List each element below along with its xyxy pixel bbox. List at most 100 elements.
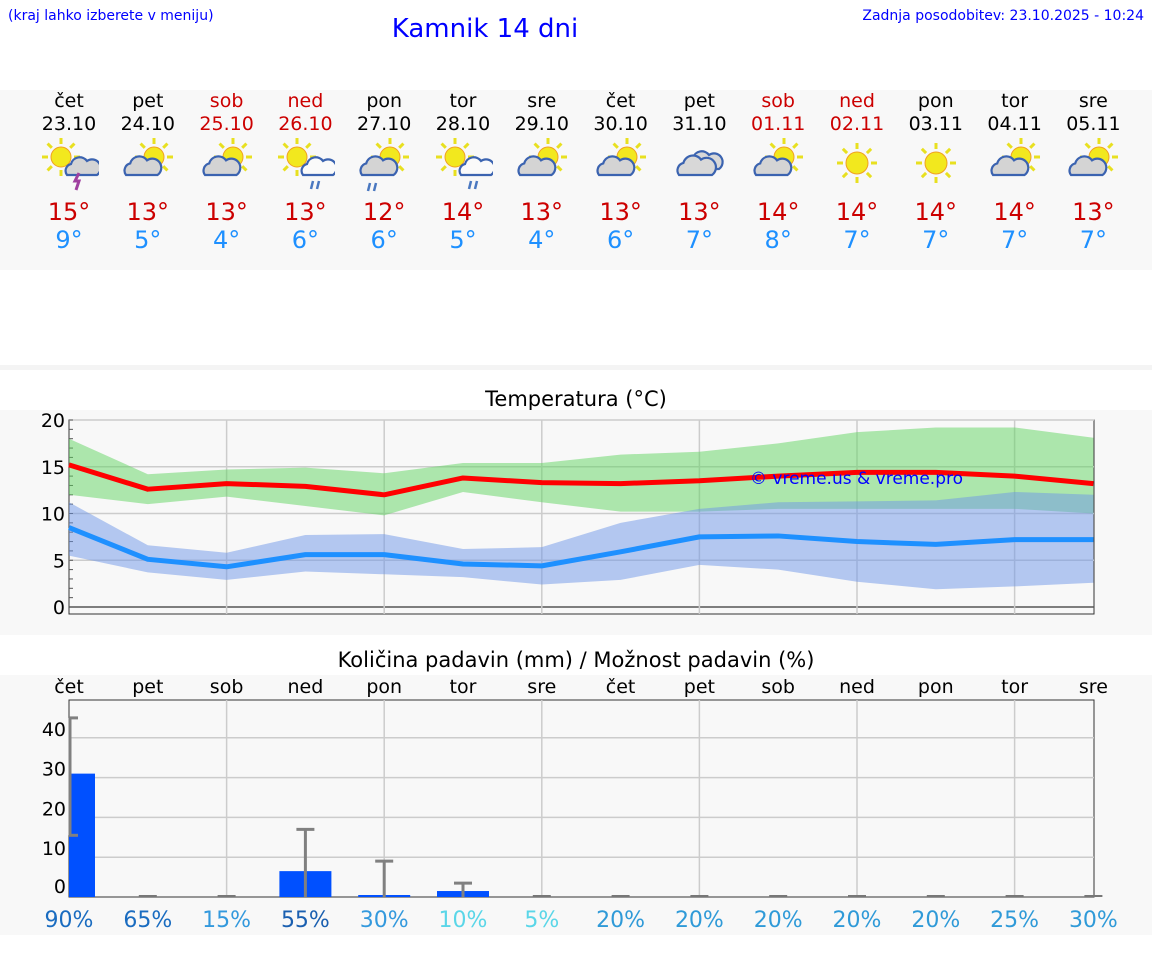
day-column: pet 31.10 13° 7° [659,90,739,254]
cloudy-icon [659,136,739,194]
day-date: 24.10 [120,113,175,135]
sun [924,151,948,175]
day-column: čet 23.10 15° 9° [29,90,109,254]
day-name: ned [287,90,324,112]
sun-ray [920,171,927,179]
sun-ray [865,147,873,155]
cloud [676,154,718,177]
day-date: 23.10 [41,113,97,135]
max-temp: 13° [1072,198,1115,226]
cloud [596,155,635,177]
min-temp: 9° [55,226,83,254]
day-date: 25.10 [199,113,254,135]
sun-ray [161,142,169,149]
min-temp: 6° [606,226,635,254]
day-label: pon [366,676,402,698]
sun-ray [46,165,53,172]
partly-cloudy-rain-icon [344,136,424,194]
precip-probability: 25% [990,908,1039,933]
day-label: sre [1079,676,1108,698]
sun-ray [634,165,642,172]
partly-cloudy-icon [108,136,188,194]
sun-ray [1107,165,1114,172]
sun-ray [375,142,383,149]
sun-ray [463,142,470,149]
daily-forecast-panel: čet 23.10 15° 9° pet 24.10 13° 5° sob 25.10 13° 4° n… [0,90,1152,270]
max-temp: 13° [205,198,248,226]
max-temp: 15° [47,198,91,226]
day-name: sob [761,90,795,112]
sun-cloud-rain-icon [423,136,503,194]
precipitation-chart-panel: čet pet sob ned pon tor sre čet pet sob ned pon tor s… [0,675,1152,935]
y-tick-label: 30 [42,759,66,781]
max-temp: 14° [756,198,800,226]
partly-cloudy-icon [187,136,267,194]
day-label: sre [527,676,556,698]
cloud [1068,155,1108,177]
day-label: tor [450,676,477,698]
lightning [72,172,82,191]
precip-probability: 30% [1069,908,1118,933]
sun-ray [1084,142,1092,149]
sun-ray [533,142,540,149]
day-date: 31.10 [672,113,727,135]
sun-ray [282,142,290,149]
y-tick-label: 10 [41,504,65,526]
sun-ray [440,142,447,149]
sun-ray [944,147,951,155]
sun-ray [69,142,76,149]
precip-probability: 55% [281,908,330,933]
sun-ray [555,165,563,172]
y-tick-label: 0 [54,876,66,898]
day-label: pet [684,676,715,698]
sunny-icon [817,136,897,194]
day-name: čet [54,90,84,112]
min-temp: 7° [922,226,950,254]
rain [366,182,378,192]
max-temp: 13° [599,198,642,226]
day-name: pet [683,90,715,112]
sun-ray [161,165,169,172]
min-temp: 4° [212,226,241,254]
divider [0,365,1152,370]
day-name: sob [209,90,244,112]
temperature-chart: 0 5 10 15 20 © vreme.us & vreme.pro [41,410,1095,619]
sun-ray [612,142,619,149]
sun [286,146,308,168]
min-temp: 7° [843,226,871,254]
day-column: tor 28.10 14° 5° [423,90,503,254]
max-temp: 14° [835,198,879,226]
sun-ray [769,142,777,149]
day-label: čet [606,676,636,698]
sunny-icon [896,136,976,194]
sun-ray [841,147,849,155]
sun [50,146,72,168]
day-column: tor 04.11 14° 7° [975,90,1055,254]
day-label: pon [918,676,954,698]
day-column: ned 02.11 14° 7° [817,90,897,254]
precip-probability: 20% [833,908,882,933]
sun-ray [240,142,248,149]
day-date: 02.11 [829,113,885,135]
precipitation-chart-title: Količina padavin (mm) / Možnost padavin … [337,648,815,672]
max-temp: 13° [520,198,564,226]
sun [845,151,869,175]
day-column: sob 01.11 14° 8° [738,90,818,254]
rain [467,180,479,190]
sun-ray [305,142,312,149]
max-temp: 12° [362,198,406,226]
day-column: sre 29.10 13° 4° [502,90,582,254]
cloud [753,155,793,177]
min-temp: 5° [449,226,477,254]
max-temp: 13° [126,198,170,226]
sun-ray [1028,165,1036,172]
sun-ray [218,142,225,149]
sun-cloud-rain-icon [265,136,345,194]
y-tick-label: 40 [42,719,66,741]
max-temp-line [68,462,1094,498]
day-date: 01.11 [750,113,806,135]
cloud [64,156,99,177]
day-date: 04.11 [987,113,1042,135]
precip-probability: 65% [123,908,172,933]
watermark: © vreme.us & vreme.pro [750,469,963,489]
